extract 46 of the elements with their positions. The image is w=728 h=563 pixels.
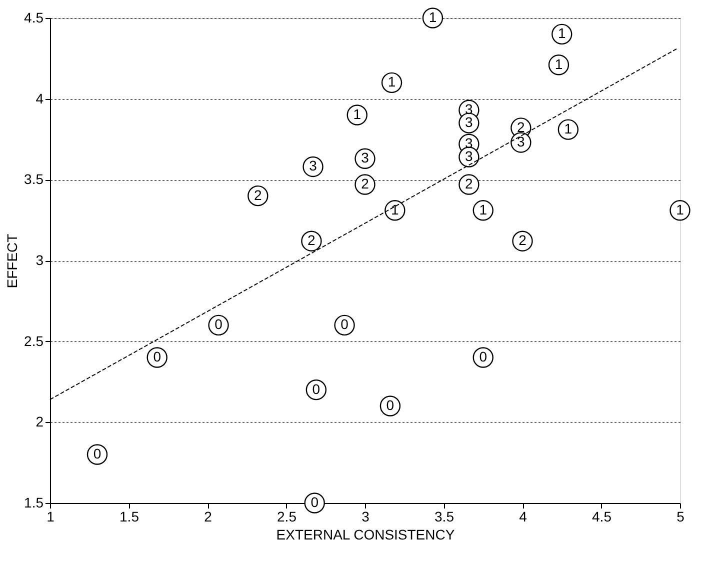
text: 1 [558, 25, 566, 42]
text: 1 [564, 120, 572, 137]
text: 0 [93, 446, 102, 462]
text: 0 [340, 316, 348, 332]
x-tick-label: 2 [204, 508, 212, 524]
text: 0 [153, 348, 161, 364]
y-tick-label: 1.5 [24, 494, 44, 510]
x-tick-label: 3 [362, 508, 370, 524]
text: 0 [214, 316, 222, 332]
text: 2 [308, 232, 316, 248]
text: 1 [353, 106, 362, 122]
y-tick-label: 3.5 [24, 171, 44, 188]
y-tick-label: 3 [36, 252, 44, 268]
x-tick-label: 4 [519, 508, 528, 524]
text: 1 [391, 201, 399, 218]
x-tick-label: 4.5 [592, 508, 612, 524]
text: 3 [465, 114, 473, 130]
series-label: 0 [312, 380, 320, 397]
text: 1 [479, 201, 488, 218]
text: 2 [361, 176, 369, 192]
text: 2 [465, 176, 473, 192]
series-label: 3 [309, 158, 318, 174]
x-tick-label: 2.5 [277, 508, 297, 524]
x-tick-label: 3.5 [434, 508, 454, 524]
text: 0 [310, 494, 318, 510]
text: 2 [518, 232, 526, 248]
y-axis-title: EFFECT [4, 233, 20, 288]
text: 0 [386, 397, 394, 413]
text: 3 [465, 148, 473, 164]
x-tick-label: 1 [46, 508, 55, 524]
text: 1 [676, 201, 684, 218]
y-tick-label: 4.5 [24, 10, 44, 26]
y-tick-label: 2.5 [24, 332, 44, 349]
text: 2 [517, 118, 525, 135]
x-tick-label: 1.5 [120, 508, 140, 524]
series-label: 2 [254, 186, 262, 203]
text: 1 [428, 9, 437, 25]
text: 1 [388, 74, 396, 90]
x-tick-label: 5 [676, 508, 685, 524]
y-tick-label: 4 [36, 90, 44, 106]
y-tick-label: 2 [36, 414, 44, 430]
series-label: 1 [554, 56, 563, 72]
text: 3 [361, 150, 369, 166]
text: 0 [479, 348, 488, 364]
text: 3 [517, 133, 525, 150]
x-axis-title: EXTERNAL CONSISTENCY [276, 526, 456, 542]
